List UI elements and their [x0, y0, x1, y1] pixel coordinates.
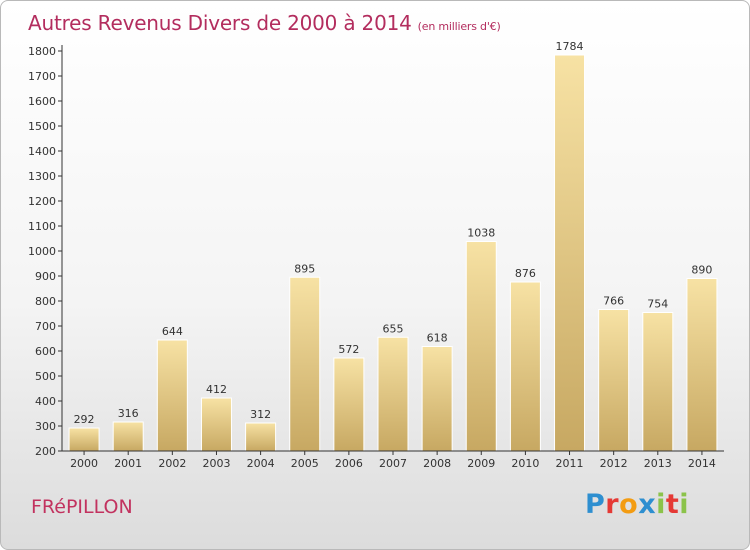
y-tick-label: 1800	[28, 45, 56, 58]
x-tick-label: 2001	[114, 457, 142, 470]
data-label: 754	[647, 298, 668, 311]
x-tick-label: 2007	[379, 457, 407, 470]
x-tick-label: 2005	[291, 457, 319, 470]
x-tick-label: 2002	[158, 457, 186, 470]
bar	[465, 241, 497, 452]
y-tick-label: 1500	[28, 120, 56, 133]
x-tick-label: 2004	[247, 457, 275, 470]
bar	[245, 422, 277, 452]
proxiti-logo: Proxiti	[585, 489, 689, 520]
bar	[377, 336, 409, 452]
x-tick-label: 2011	[556, 457, 584, 470]
x-tick-label: 2010	[511, 457, 539, 470]
logo-letter: o	[619, 489, 639, 520]
y-tick-label: 600	[35, 345, 56, 358]
x-tick-label: 2013	[644, 457, 672, 470]
bar	[554, 54, 586, 452]
x-tick-label: 2014	[688, 457, 716, 470]
data-label: 316	[118, 407, 139, 420]
y-tick-label: 1700	[28, 70, 56, 83]
bar	[289, 276, 321, 452]
y-tick-label: 400	[35, 395, 56, 408]
x-tick-label: 2000	[70, 457, 98, 470]
x-tick-label: 2012	[600, 457, 628, 470]
data-label: 644	[162, 325, 183, 338]
logo-letter: i	[679, 489, 690, 520]
chart-title-text: Autres Revenus Divers de 2000 à 2014	[28, 11, 412, 35]
data-label: 766	[603, 295, 624, 308]
x-tick-label: 2003	[202, 457, 230, 470]
data-label: 895	[294, 262, 315, 275]
y-tick-label: 900	[35, 270, 56, 283]
data-label: 618	[427, 332, 448, 345]
bar	[598, 309, 630, 452]
chart-title: Autres Revenus Divers de 2000 à 2014 (en …	[28, 11, 501, 35]
logo-letter: r	[605, 489, 620, 520]
bar	[421, 346, 453, 452]
data-label: 1784	[556, 40, 584, 53]
data-label: 890	[691, 264, 712, 277]
logo-letter: t	[665, 489, 680, 520]
commune-name: FRéPILLON	[31, 496, 133, 518]
y-tick-label: 1600	[28, 95, 56, 108]
bar	[112, 421, 144, 452]
y-tick-label: 500	[35, 370, 56, 383]
y-tick-label: 1400	[28, 145, 56, 158]
y-tick-label: 700	[35, 320, 56, 333]
x-tick-label: 2006	[335, 457, 363, 470]
x-tick-label: 2009	[467, 457, 495, 470]
data-label: 876	[515, 267, 536, 280]
y-tick-label: 1100	[28, 220, 56, 233]
data-label: 1038	[467, 227, 495, 240]
data-label: 312	[250, 408, 271, 421]
bar	[686, 278, 718, 452]
y-tick-label: 1200	[28, 195, 56, 208]
bar	[68, 427, 100, 452]
bar	[200, 397, 232, 452]
data-label: 412	[206, 383, 227, 396]
y-tick-label: 1000	[28, 245, 56, 258]
bar	[509, 281, 541, 452]
bar	[333, 357, 365, 452]
y-tick-label: 1300	[28, 170, 56, 183]
data-label: 292	[74, 413, 95, 426]
bar	[642, 312, 674, 452]
logo-letter: x	[638, 489, 657, 520]
logo-letter: i	[656, 489, 666, 520]
logo-letter: P	[585, 489, 606, 520]
y-tick-label: 800	[35, 295, 56, 308]
bar	[156, 339, 188, 452]
y-tick-label: 300	[35, 420, 56, 433]
y-tick-label: 200	[35, 445, 56, 458]
x-tick-label: 2008	[423, 457, 451, 470]
chart-subtitle: (en milliers d'€)	[417, 20, 501, 33]
data-label: 655	[383, 322, 404, 335]
data-label: 572	[338, 343, 359, 356]
